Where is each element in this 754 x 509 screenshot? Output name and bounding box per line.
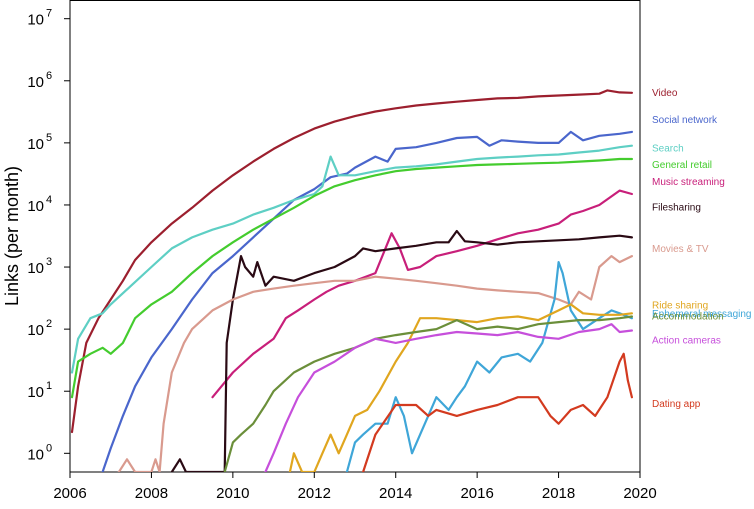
series-line-movies-tv bbox=[117, 255, 633, 472]
x-tick-label: 2010 bbox=[216, 485, 249, 502]
series-line-video bbox=[70, 89, 633, 434]
legend-label: Social network bbox=[652, 115, 718, 126]
y-tick-exponent: 4 bbox=[46, 194, 52, 206]
series-line-social-network bbox=[101, 130, 633, 472]
series-line-dating-app bbox=[362, 352, 633, 472]
legend-label: Ephemeral messaging bbox=[652, 309, 752, 320]
y-tick-exponent: 1 bbox=[46, 380, 52, 392]
legend-label: Movies & TV bbox=[652, 244, 709, 255]
x-tick-label: 2018 bbox=[542, 485, 575, 502]
legend-label: Dating app bbox=[652, 399, 701, 410]
x-tick-label: 2016 bbox=[460, 485, 493, 502]
y-tick-exponent: 6 bbox=[46, 70, 52, 82]
x-tick-label: 2006 bbox=[53, 485, 86, 502]
y-tick-exponent: 5 bbox=[46, 132, 52, 144]
y-tick-label: 10 bbox=[27, 198, 44, 215]
y-axis-label: Links (per month) bbox=[2, 166, 22, 306]
y-tick-exponent: 7 bbox=[46, 8, 52, 20]
x-tick-label: 2020 bbox=[623, 485, 656, 502]
y-tick-label: 10 bbox=[27, 260, 44, 277]
legend: Video Social network Search General retail M… bbox=[652, 88, 752, 410]
plot-area bbox=[69, 0, 641, 473]
legend-label: General retail bbox=[652, 160, 712, 171]
x-axis: 2006 2008 2010 2012 2014 2016 2018 2020 bbox=[53, 472, 657, 502]
y-tick-label: 10 bbox=[27, 12, 44, 29]
y-tick-exponent: 2 bbox=[46, 318, 52, 330]
series-line-ride-sharing bbox=[288, 303, 633, 472]
legend-label: Video bbox=[652, 88, 678, 99]
y-tick-label: 10 bbox=[27, 136, 44, 153]
legend-label: Filesharing bbox=[652, 202, 701, 213]
series-line-accommodation bbox=[223, 315, 633, 472]
legend-label: Action cameras bbox=[652, 336, 721, 347]
y-tick-exponent: 3 bbox=[46, 256, 52, 268]
legend-label: Accommodation bbox=[652, 312, 724, 323]
series-line-ephemeral-messaging bbox=[345, 261, 633, 472]
series-line-general-retail bbox=[70, 157, 633, 399]
x-tick-label: 2014 bbox=[379, 485, 412, 502]
x-tick-label: 2008 bbox=[135, 485, 168, 502]
y-tick-label: 10 bbox=[27, 446, 44, 463]
legend-label: Ride sharing bbox=[652, 300, 708, 311]
series-line-filesharing bbox=[170, 229, 633, 472]
series-layer bbox=[70, 89, 633, 472]
y-tick-label: 10 bbox=[27, 74, 44, 91]
y-tick-exponent: 0 bbox=[46, 442, 52, 454]
series-line-search bbox=[70, 144, 633, 374]
plot-frame bbox=[69, 0, 641, 473]
y-tick-label: 10 bbox=[27, 322, 44, 339]
y-tick-label: 10 bbox=[27, 384, 44, 401]
legend-label: Music streaming bbox=[652, 177, 725, 188]
legend-label: Search bbox=[652, 144, 684, 155]
series-line-music-streaming bbox=[211, 189, 633, 399]
x-tick-label: 2012 bbox=[298, 485, 331, 502]
series-line-action-cameras bbox=[264, 323, 633, 472]
